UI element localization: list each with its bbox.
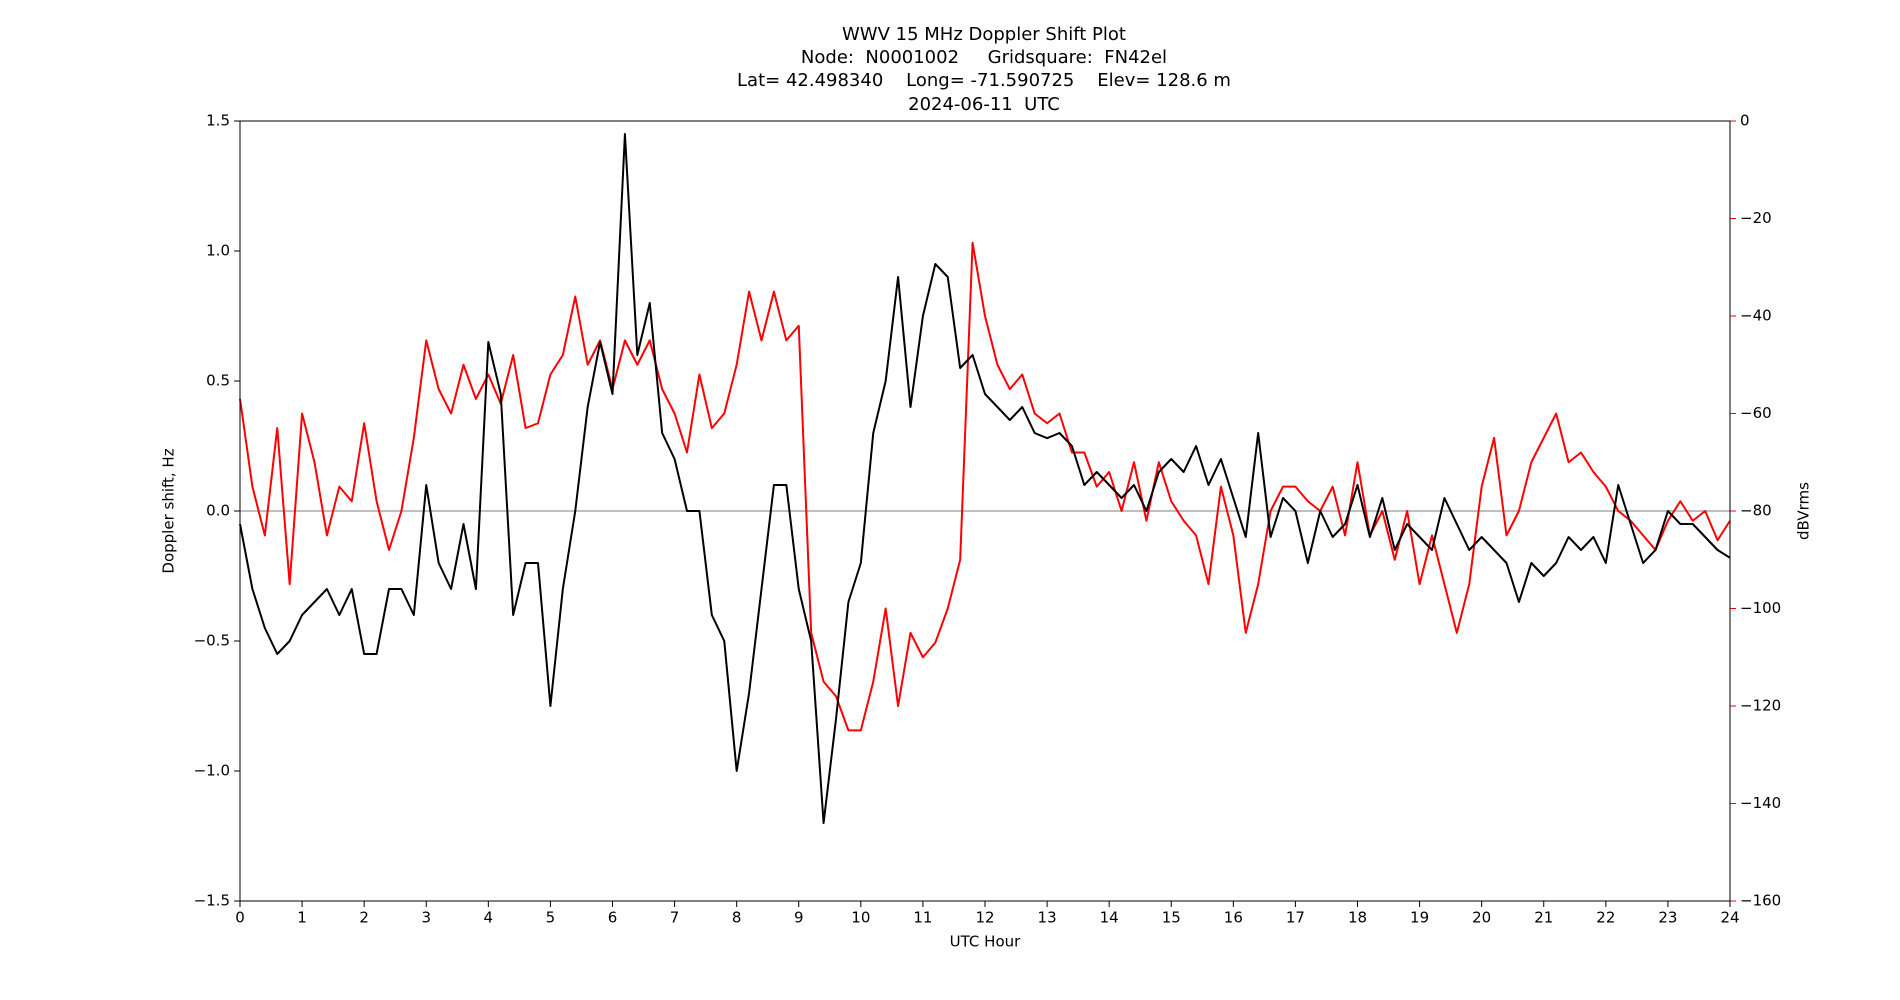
x-tick-label: 15 xyxy=(1162,909,1181,927)
x-tick-label: 12 xyxy=(975,909,994,927)
x-tick-label: 8 xyxy=(732,909,742,927)
x-tick-label: 9 xyxy=(794,909,804,927)
x-tick-label: 0 xyxy=(235,909,245,927)
x-tick-label: 1 xyxy=(297,909,307,927)
x-tick-label: 24 xyxy=(1720,909,1739,927)
x-tick-label: 14 xyxy=(1100,909,1119,927)
chart-subtitle: 2024-06-11 UTC xyxy=(908,94,1060,115)
x-tick-label: 11 xyxy=(913,909,932,927)
x-tick-label: 13 xyxy=(1038,909,1057,927)
y-tick-label: 1.5 xyxy=(206,112,230,130)
x-tick-label: 18 xyxy=(1348,909,1367,927)
x-tick-label: 7 xyxy=(670,909,680,927)
y2-axis-label: dBVrms xyxy=(1795,482,1813,540)
data-line xyxy=(239,241,1731,732)
x-tick-label: 2 xyxy=(359,909,369,927)
chart-title: WWV 15 MHz Doppler Shift Plot xyxy=(842,24,1126,45)
x-tick-label: 6 xyxy=(608,909,618,927)
y2-tick-label: −100 xyxy=(1740,599,1781,617)
x-tick-label: 19 xyxy=(1410,909,1429,927)
y-tick-label: 1.0 xyxy=(206,242,230,260)
y-tick-label: 0.5 xyxy=(206,372,230,390)
y2-tick-label: −160 xyxy=(1740,892,1781,910)
x-tick-label: 20 xyxy=(1472,909,1491,927)
y-tick-label: 0.0 xyxy=(206,502,230,520)
x-axis-label: UTC Hour xyxy=(950,933,1021,951)
y2-tick-label: −140 xyxy=(1740,794,1781,812)
y-tick-label: −1.0 xyxy=(194,762,230,780)
x-tick-label: 5 xyxy=(546,909,556,927)
y2-tick-label: −20 xyxy=(1740,209,1772,227)
y2-tick-label: −40 xyxy=(1740,307,1772,325)
x-tick-label: 10 xyxy=(851,909,870,927)
y-tick-label: −1.5 xyxy=(194,892,230,910)
y2-tick-label: −80 xyxy=(1740,502,1772,520)
y2-tick-label: 0 xyxy=(1740,112,1750,130)
x-tick-label: 4 xyxy=(484,909,494,927)
y2-tick-label: −60 xyxy=(1740,404,1772,422)
x-tick-label: 21 xyxy=(1534,909,1553,927)
y-axis-label: Doppler shift, Hz xyxy=(160,448,178,573)
chart-subtitle: Lat= 42.498340 Long= -71.590725 Elev= 12… xyxy=(737,70,1231,91)
plot-frame xyxy=(239,120,1731,902)
x-tick-label: 16 xyxy=(1224,909,1243,927)
chart-subtitle: Node: N0001002 Gridsquare: FN42el xyxy=(801,47,1167,68)
data-line xyxy=(239,133,1731,824)
x-tick-label: 22 xyxy=(1596,909,1615,927)
x-tick-label: 3 xyxy=(421,909,431,927)
x-tick-label: 23 xyxy=(1658,909,1677,927)
x-tick-label: 17 xyxy=(1286,909,1305,927)
y-tick-label: −0.5 xyxy=(194,632,230,650)
y2-tick-label: −120 xyxy=(1740,697,1781,715)
